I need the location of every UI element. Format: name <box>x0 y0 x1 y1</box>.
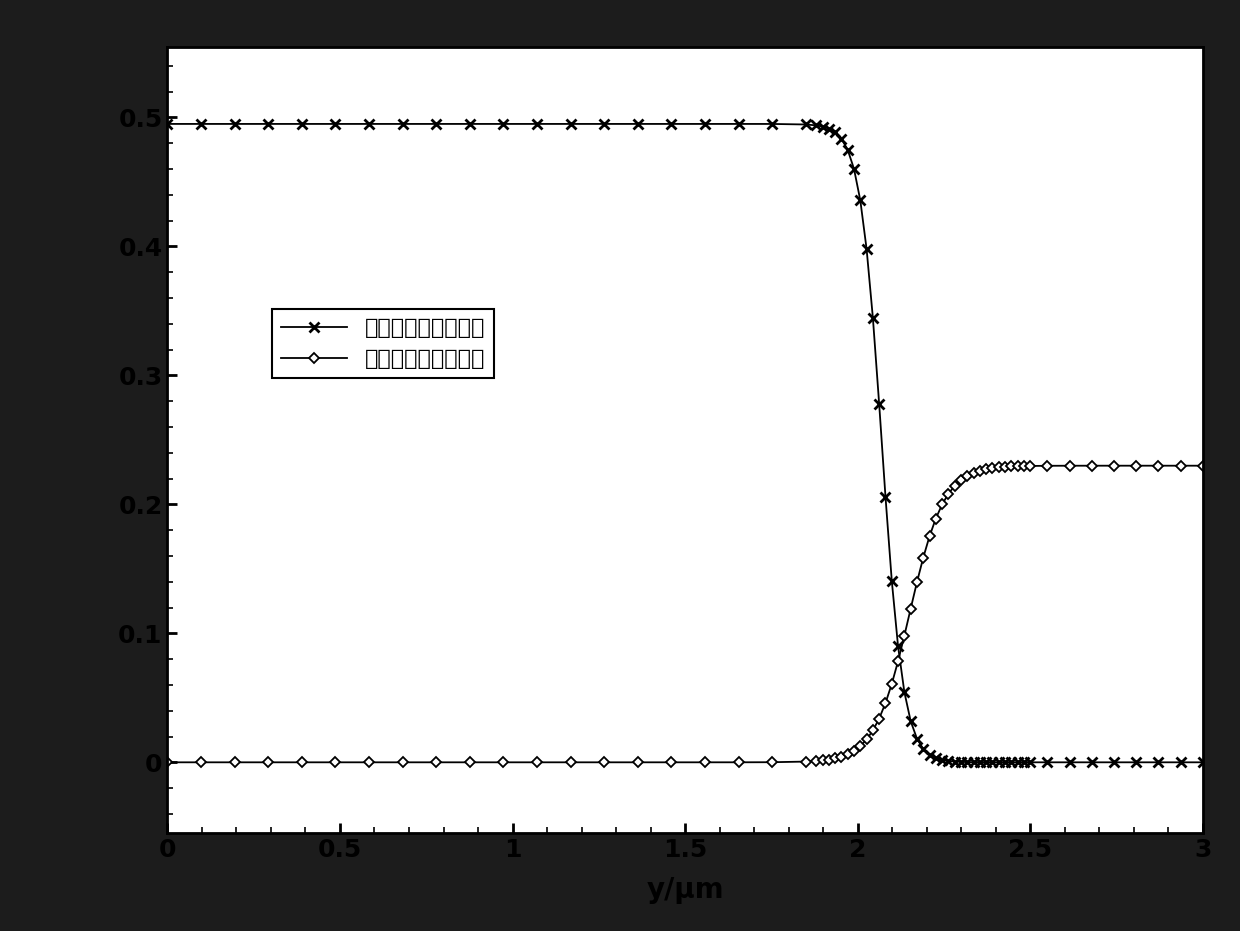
电子引起雪崩的概率 <box>866 313 880 324</box>
Legend: 电子引起雪崩的概率, 空穴引起雪崩的概率: 电子引起雪崩的概率, 空穴引起雪崩的概率 <box>272 309 495 378</box>
空穴引起雪崩的概率 <box>732 757 746 768</box>
空穴引起雪崩的概率 <box>1195 460 1210 471</box>
电子引起雪崩的概率 <box>1195 757 1210 768</box>
空穴引起雪崩的概率 <box>866 725 880 736</box>
空穴引起雪崩的概率 <box>160 757 175 768</box>
电子引起雪崩的概率 <box>878 491 893 502</box>
电子引起雪崩的概率 <box>954 756 968 767</box>
空穴引起雪崩的概率 <box>954 474 968 485</box>
空穴引起雪崩的概率 <box>799 756 813 767</box>
电子引起雪崩的概率 <box>1173 757 1188 768</box>
电子引起雪崩的概率 <box>160 118 175 129</box>
空穴引起雪崩的概率 <box>878 697 893 708</box>
X-axis label: y/μm: y/μm <box>646 876 724 904</box>
Line: 电子引起雪崩的概率: 电子引起雪崩的概率 <box>162 119 1208 767</box>
电子引起雪崩的概率 <box>799 119 813 130</box>
电子引起雪崩的概率 <box>732 118 746 129</box>
Line: 空穴引起雪崩的概率: 空穴引起雪崩的概率 <box>164 462 1207 766</box>
空穴引起雪崩的概率 <box>1173 460 1188 471</box>
